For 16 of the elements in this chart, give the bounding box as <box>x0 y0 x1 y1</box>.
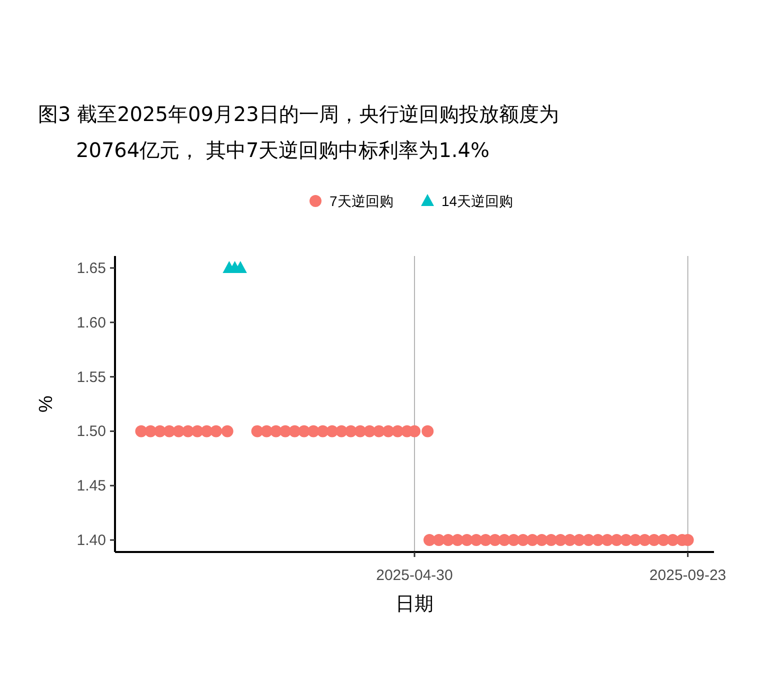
point <box>221 425 234 438</box>
y-tick-label: 1.55 <box>76 368 106 386</box>
point <box>210 425 222 438</box>
y-tick-label: 1.45 <box>76 478 106 495</box>
point <box>422 425 434 438</box>
legend-label: 7天逆回购 <box>330 193 394 209</box>
y-tick-label: 1.60 <box>76 314 106 332</box>
x-tick-label: 2025-04-30 <box>376 567 453 584</box>
legend-label: 14天逆回购 <box>442 193 514 209</box>
y-axis-title: % <box>36 395 57 412</box>
y-tick-label: 1.40 <box>76 532 106 550</box>
chart-title: 图3 截至2025年09月23日的一周，央行逆回购投放额度为20764亿元， 其中7天逆回购中标利率为1.4% <box>38 101 560 164</box>
y-tick-label: 1.50 <box>76 423 106 440</box>
x-axis-title: 日期 <box>396 594 434 615</box>
y-tick-label: 1.65 <box>76 260 106 277</box>
x-tick-label: 2025-09-23 <box>649 567 726 584</box>
